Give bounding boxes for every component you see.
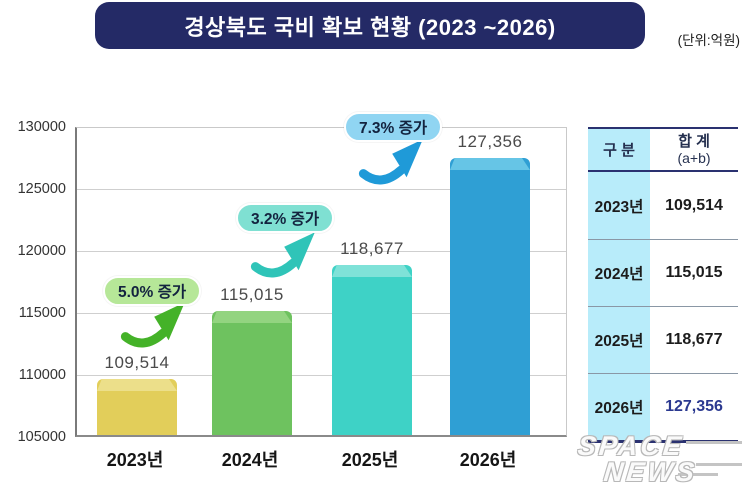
bar-value-label: 109,514	[104, 353, 170, 372]
gridline	[77, 313, 566, 314]
table-header-category: 구 분	[588, 129, 650, 170]
bar-chart-plot-area: 109,514 115,015 118,677 127,356	[75, 127, 567, 437]
y-axis-tick-label: 120000	[17, 243, 66, 259]
table-cell-total: 109,514	[665, 196, 723, 214]
table-header-total: 합 계 (a+b)	[677, 132, 711, 166]
increase-badge-2024: 5.0% 증가	[103, 276, 202, 306]
increase-badge-2025: 3.2% 증가	[236, 203, 335, 233]
bar-2026년	[450, 158, 530, 435]
summary-table: 구 분 합 계 (a+b) 2023년 109,514 2024년 115,015 20…	[588, 127, 738, 443]
y-axis-tick-label: 115000	[18, 305, 66, 321]
unit-label: (단위:억원)	[677, 33, 740, 48]
bar-2023년	[97, 379, 177, 435]
table-cell-total: 115,015	[665, 264, 723, 281]
y-axis-tick-label: 125000	[17, 181, 66, 197]
x-axis-label: 2023년	[106, 450, 164, 470]
bar-2024년	[212, 311, 292, 435]
title-banner: 경상북도 국비 확보 현황 (2023 ~2026)	[95, 2, 645, 49]
y-axis-tick-label: 105000	[17, 429, 66, 445]
summary-table-header: 구 분 합 계 (a+b)	[588, 129, 738, 172]
watermark-line-decoration	[696, 463, 742, 466]
table-row-2025년: 2025년 118,677	[588, 306, 738, 373]
y-axis-tick-labels: 130000 125000 120000 115000 110000 105000	[0, 119, 68, 445]
x-axis-labels: 2023년 2024년 2025년 2026년	[75, 446, 567, 472]
x-axis-label: 2024년	[221, 450, 279, 470]
table-cell-year: 2026년	[588, 374, 650, 440]
gridline	[77, 251, 566, 252]
page-title: 경상북도 국비 확보 현황 (2023 ~2026)	[184, 14, 556, 40]
gridline	[77, 375, 566, 376]
y-axis-tick-label: 130000	[17, 119, 66, 135]
table-row-2024년: 2024년 115,015	[588, 239, 738, 306]
x-axis-label: 2025년	[341, 450, 399, 470]
up-arrow-icon	[358, 139, 423, 185]
bar-value-label: 127,356	[457, 132, 523, 151]
gridline	[77, 189, 566, 190]
bar-value-label: 118,677	[340, 239, 404, 258]
table-cell-year: 2023년	[588, 172, 650, 239]
bar-value-label: 115,015	[220, 285, 284, 304]
bar-top-face	[332, 265, 412, 277]
table-row-2023년: 2023년 109,514	[588, 172, 738, 239]
watermark-text-news: NEWS	[602, 457, 699, 487]
table-cell-total: 127,356	[665, 398, 723, 415]
y-axis-tick-label: 110000	[18, 367, 66, 383]
up-arrow-icon	[250, 232, 315, 278]
table-row-2026년: 2026년 127,356	[588, 373, 738, 440]
table-cell-total: 118,677	[665, 331, 723, 348]
up-arrow-icon	[120, 302, 185, 348]
bar-top-face	[97, 379, 177, 391]
bar-top-face	[212, 311, 292, 323]
bar-2025년	[332, 265, 412, 435]
increase-badge-2026: 7.3% 증가	[344, 112, 443, 142]
table-cell-year: 2025년	[588, 307, 650, 373]
bar-top-face	[450, 158, 530, 170]
x-axis-label: 2026년	[459, 450, 517, 470]
table-cell-year: 2024년	[588, 240, 650, 306]
watermark-line-decoration	[678, 473, 718, 476]
